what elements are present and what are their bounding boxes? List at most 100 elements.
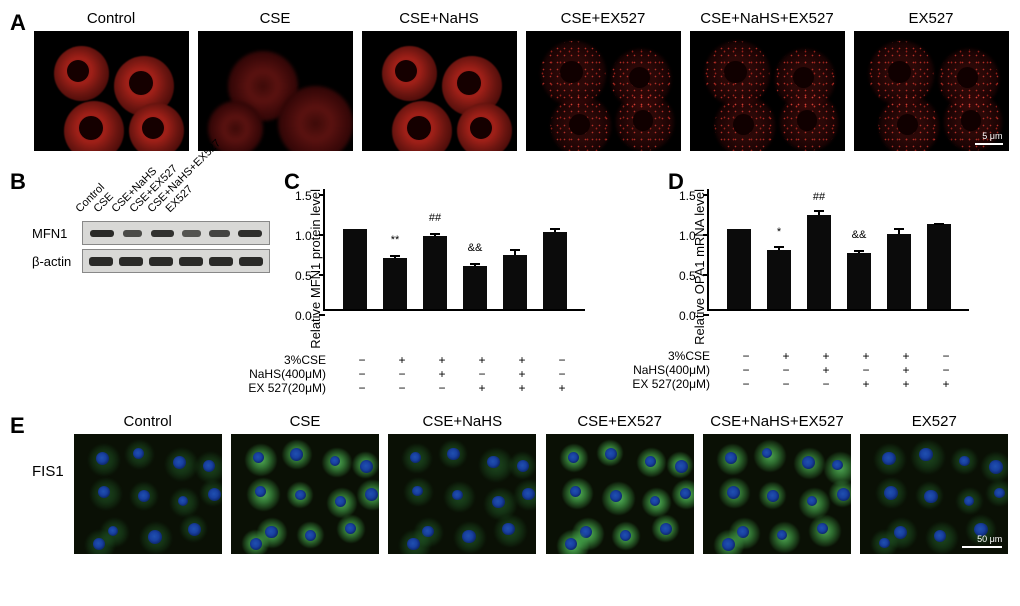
wb-lane-labels: ControlCSECSE+NaHSCSE+EX527CSE+NaHS+EX52…: [82, 169, 272, 215]
bar: [343, 229, 367, 309]
treatment-grid: 3%CSE−++++−NaHS(400μM)−−+−+−EX 527(20μM)…: [238, 353, 656, 395]
bar: &&: [847, 253, 871, 309]
treatment-cell: +: [894, 363, 918, 377]
bar: ##: [423, 236, 447, 309]
treatment-cell: +: [510, 353, 534, 367]
treatment-cell: +: [774, 349, 798, 363]
panel-a-image: [34, 31, 189, 151]
panel-e-title: CSE+NaHS+EX527: [710, 413, 843, 430]
panel-a-title: CSE+NaHS: [399, 10, 479, 27]
y-tick: 1.5: [295, 189, 312, 203]
treatment-cell: −: [734, 349, 758, 363]
panel-a-images: Control CSE CSE+NaHS CSE+EX527 CSE+NaHS+EX52…: [32, 10, 1010, 151]
bar: [503, 255, 527, 309]
panel-a-image: 5 μm: [854, 31, 1009, 151]
treatment-cell: −: [814, 377, 838, 391]
panel-e-image: [74, 434, 222, 554]
bar: *: [767, 250, 791, 309]
y-tick: 0.5: [295, 269, 312, 283]
panel-e-image: 50 μm: [860, 434, 1008, 554]
sig-label: &&: [468, 242, 483, 254]
y-tick: 0.0: [295, 309, 312, 323]
treatment-cell: +: [510, 381, 534, 395]
bar: &&: [463, 266, 487, 309]
treatment-label: 3%CSE: [622, 349, 716, 363]
row-bcd: B ControlCSECSE+NaHSCSE+EX527CSE+NaHS+EX…: [10, 169, 1010, 395]
panel-e-title: CSE: [290, 413, 321, 430]
treatment-label: NaHS(400μM): [238, 367, 332, 381]
panel-e-image: [703, 434, 851, 554]
panel-e-col: Control: [72, 413, 223, 554]
treatment-cell: +: [430, 367, 454, 381]
treatment-label: EX 527(20μM): [622, 377, 716, 391]
treatment-cell: −: [774, 377, 798, 391]
treatment-cell: +: [854, 349, 878, 363]
treatment-cell: +: [470, 353, 494, 367]
panel-a-image: [198, 31, 353, 151]
panel-a-col: CSE+NaHS: [360, 10, 518, 151]
panel-a-title: CSE: [260, 10, 291, 27]
panel-e-images: Control CSE CSE+NaHS CSE+EX527 CSE+NaHS+EX52…: [72, 413, 1010, 554]
bar: **: [383, 258, 407, 309]
treatment-label: 3%CSE: [238, 353, 332, 367]
panel-e-col: EX527 50 μm: [859, 413, 1010, 554]
panel-e-title: CSE+NaHS: [423, 413, 503, 430]
panel-e-col: CSE+NaHS+EX527: [701, 413, 852, 554]
treatment-cell: +: [470, 381, 494, 395]
wb-blot: [82, 221, 270, 245]
panel-a-title: CSE+EX527: [561, 10, 646, 27]
y-tick: 1.5: [679, 189, 696, 203]
bar: [543, 232, 567, 309]
treatment-cell: −: [734, 363, 758, 377]
panel-c: Relative MFN1 protein level0.00.51.01.5*…: [306, 189, 656, 395]
panel-e-rowlabel: FIS1: [32, 413, 72, 554]
panel-e-image: [546, 434, 694, 554]
bar: [727, 229, 751, 309]
panel-a-title: CSE+NaHS+EX527: [700, 10, 833, 27]
wb-blot: [82, 249, 270, 273]
sig-label: **: [391, 234, 400, 246]
wb-row: β-actin: [32, 249, 272, 273]
bar: [887, 234, 911, 309]
treatment-cell: −: [734, 377, 758, 391]
panel-a-image: [526, 31, 681, 151]
panel-a-col: CSE+NaHS+EX527: [688, 10, 846, 151]
y-tick: 1.0: [679, 229, 696, 243]
sig-label: &&: [852, 229, 867, 241]
scale-bar: 5 μm: [975, 131, 1003, 145]
bar: [927, 224, 951, 309]
treatment-cell: −: [774, 363, 798, 377]
treatment-grid: 3%CSE−++++−NaHS(400μM)−−+−+−EX 527(20μM)…: [622, 349, 1020, 391]
treatment-cell: +: [894, 377, 918, 391]
panel-a-image: [690, 31, 845, 151]
panel-e-title: CSE+EX527: [577, 413, 662, 430]
treatment-cell: −: [350, 353, 374, 367]
panel-e-title: EX527: [912, 413, 957, 430]
panel-a-title: Control: [87, 10, 135, 27]
y-tick: 0.5: [679, 269, 696, 283]
panel-b-label: B: [10, 169, 32, 195]
treatment-cell: +: [814, 363, 838, 377]
chart-plot: 0.00.51.01.5*##&&: [707, 189, 969, 311]
panel-a: A ControlCSECSE+NaHSCSE+EX527CSE+NaHS+EX…: [10, 10, 1010, 151]
figure: A ControlCSECSE+NaHSCSE+EX527CSE+NaHS+EX…: [10, 10, 1010, 554]
sig-label: *: [777, 226, 781, 238]
panel-b: ControlCSECSE+NaHSCSE+EX527CSE+NaHS+EX52…: [32, 169, 272, 273]
panel-e-col: CSE+EX527: [544, 413, 695, 554]
bar: ##: [807, 215, 831, 309]
treatment-cell: −: [934, 363, 958, 377]
scale-bar: 50 μm: [962, 534, 1002, 548]
panel-a-image: [362, 31, 517, 151]
treatment-cell: +: [390, 353, 414, 367]
treatment-label: EX 527(20μM): [238, 381, 332, 395]
chart-plot: 0.00.51.01.5**##&&: [323, 189, 585, 311]
treatment-cell: −: [934, 349, 958, 363]
panel-a-col: CSE: [196, 10, 354, 151]
treatment-cell: −: [350, 367, 374, 381]
panel-d: Relative OPA1 mRNA level0.00.51.01.5*##&…: [690, 189, 1020, 391]
sig-label: ##: [813, 191, 825, 203]
panel-a-col: CSE+EX527: [524, 10, 682, 151]
treatment-cell: +: [934, 377, 958, 391]
y-tick: 1.0: [295, 229, 312, 243]
panel-a-title: EX527: [908, 10, 953, 27]
